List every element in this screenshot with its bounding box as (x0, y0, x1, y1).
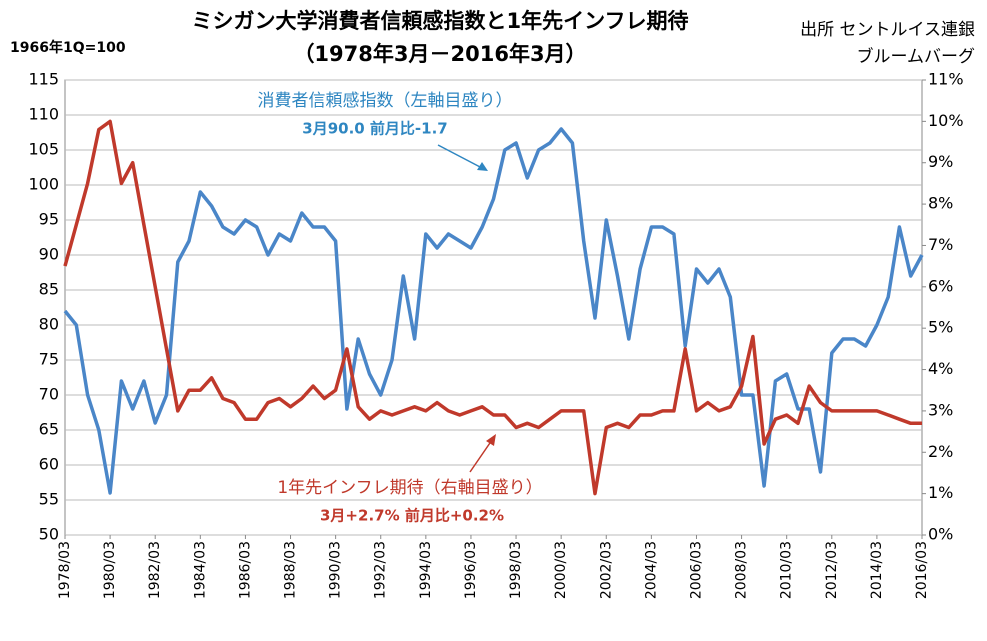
y-tick-label: 65 (39, 420, 59, 439)
y2-tick-label: 6% (928, 276, 953, 295)
grid (65, 79, 922, 536)
y-tick-label: 75 (39, 350, 59, 369)
y-tick-label: 110 (28, 105, 59, 124)
x-tick-label: 1998/03 (508, 541, 524, 599)
annotation: 消費者信頼感指数（左軸目盛り） (258, 91, 513, 111)
y2-tick-label: 7% (928, 235, 953, 254)
annotation: 3月90.0 前月比-1.7 (302, 120, 447, 138)
arrow (469, 439, 493, 473)
y-tick-label: 105 (28, 140, 59, 159)
x-tick-label: 2010/03 (779, 541, 795, 599)
x-tick-label: 1992/03 (373, 541, 389, 599)
x-tick-label: 1978/03 (57, 541, 73, 599)
x-tick-label: 2006/03 (688, 541, 704, 599)
source: 出所 セントルイス連銀 (800, 20, 975, 40)
x-tick-label: 2008/03 (734, 541, 750, 599)
y2-tick-label: 11% (928, 70, 964, 89)
y-tick-label: 50 (39, 525, 59, 544)
y2-tick-label: 4% (928, 359, 953, 378)
arrow-head (477, 162, 488, 171)
y-tick-label: 85 (39, 280, 59, 299)
arrow (437, 144, 483, 169)
x-tick-label: 2016/03 (914, 541, 930, 599)
x-tick-label: 1994/03 (418, 541, 434, 599)
annotation: 1年先インフレ期待（右軸目盛り） (277, 478, 542, 498)
y-tick-label: 115 (28, 70, 59, 89)
x-tick-label: 1980/03 (102, 541, 118, 599)
x-tick-label: 1996/03 (463, 541, 479, 599)
arrow-head (486, 434, 496, 446)
series-line (63, 127, 924, 495)
y-tick-label: 90 (39, 245, 59, 264)
y2-tick-label: 1% (928, 483, 953, 502)
lines (63, 119, 924, 496)
y2-tick-label: 5% (928, 318, 953, 337)
y2-tick-label: 8% (928, 194, 953, 213)
y-tick-label: 80 (39, 315, 59, 334)
y2-tick-label: 9% (928, 152, 953, 171)
y-tick-label: 55 (39, 490, 59, 509)
y-axis-label: 1966年1Q=100 (10, 39, 126, 56)
chart-subtitle: （1978年3月－2016年3月） (293, 42, 586, 66)
x-tick-label: 1986/03 (237, 541, 253, 599)
x-tick-label: 2014/03 (869, 541, 885, 599)
x-tick-label: 1990/03 (328, 541, 344, 599)
y-tick-label: 95 (39, 210, 59, 229)
x-tick-label: 1984/03 (192, 541, 208, 599)
y-tick-label: 70 (39, 385, 59, 404)
x-tick-label: 1982/03 (147, 541, 163, 599)
x-tick-label: 2000/03 (553, 541, 569, 599)
y-tick-label: 60 (39, 455, 59, 474)
series-line (63, 119, 922, 496)
plot-area (64, 79, 923, 536)
y2-tick-label: 3% (928, 400, 953, 419)
annotation: 3月+2.7% 前月比+0.2% (320, 507, 504, 525)
chart-title: ミシガン大学消費者信頼感指数と1年先インフレ期待 (192, 9, 689, 33)
y2-tick-label: 2% (928, 442, 953, 461)
x-tick-label: 1988/03 (283, 541, 299, 599)
source: ブルームバーグ (857, 46, 976, 67)
y2-tick-label: 0% (928, 525, 953, 544)
x-tick-label: 2012/03 (824, 541, 840, 599)
y2-tick-label: 10% (928, 111, 964, 130)
x-tick-label: 2002/03 (598, 541, 614, 599)
y-tick-label: 100 (28, 175, 59, 194)
x-tick-label: 2004/03 (643, 541, 659, 599)
